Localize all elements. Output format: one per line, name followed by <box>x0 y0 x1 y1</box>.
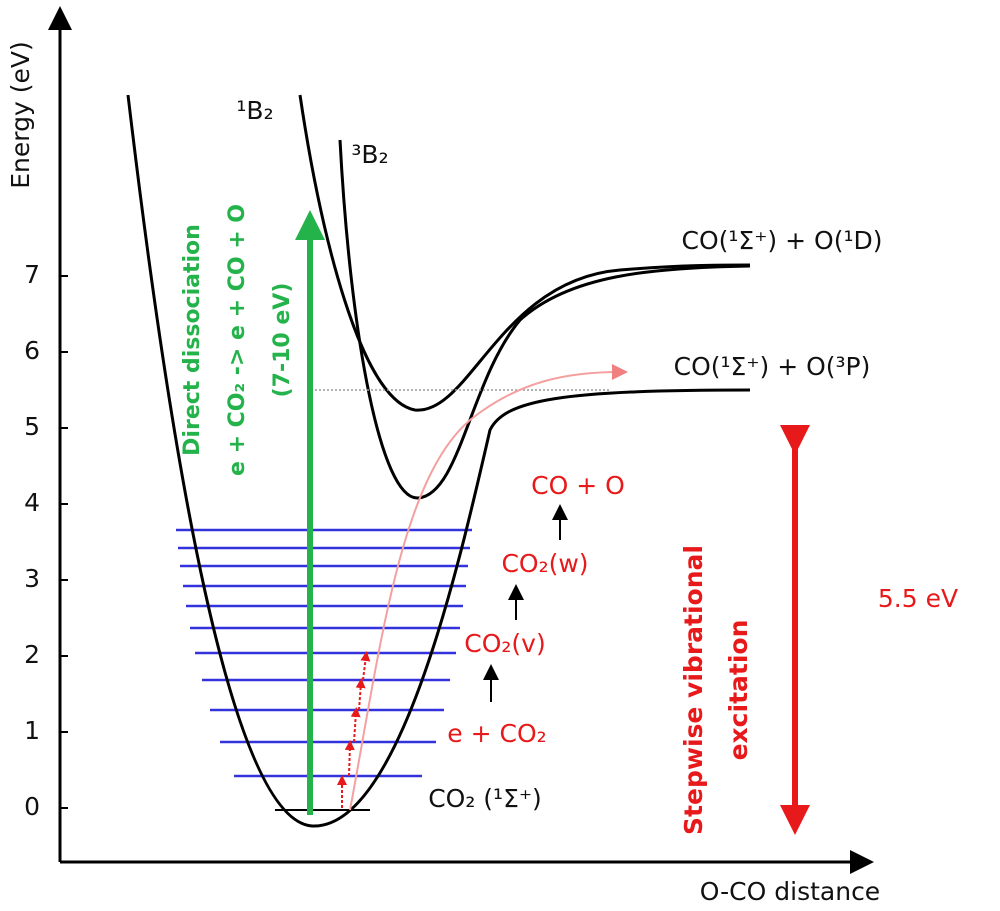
state-label: CO₂ (¹Σ⁺) <box>428 784 542 813</box>
state-label: ³B₂ <box>351 140 388 169</box>
asymptote-label: CO(¹Σ⁺) + O(¹D) <box>682 226 883 255</box>
y-axis-label: Energy (eV) <box>6 41 35 188</box>
stepwise-label: Stepwise vibrational <box>679 545 708 835</box>
direct-label: e + CO₂ -> e + CO + O <box>225 204 250 476</box>
y-tick-label: 7 <box>24 260 40 289</box>
direct-label: (7-10 eV) <box>270 283 295 398</box>
stepwise-path <box>349 364 628 811</box>
stepwise-label: excitation <box>724 620 753 761</box>
step-label: CO₂(w) <box>501 549 588 578</box>
y-tick-label: 2 <box>24 640 40 669</box>
state-label: ¹B₂ <box>236 96 273 125</box>
direct-label: Direct dissociation <box>180 224 205 456</box>
y-tick-label: 3 <box>24 564 40 593</box>
step-label: CO + O <box>531 471 625 500</box>
x-axis-label: O-CO distance <box>700 877 880 906</box>
ground-curve <box>126 94 751 828</box>
y-tick-label: 5 <box>24 412 40 441</box>
triplet-curve <box>338 139 751 500</box>
y-tick-label: 6 <box>24 336 40 365</box>
step-label: e + CO₂ <box>447 719 546 748</box>
y-tick-label: 4 <box>24 488 40 517</box>
step-label: CO₂(v) <box>464 629 545 658</box>
sequence-arrows <box>483 504 568 702</box>
y-tick-label: 0 <box>24 792 40 821</box>
asymptote-label: CO(¹Σ⁺) + O(³P) <box>674 352 871 381</box>
step-arrows <box>337 651 371 808</box>
vibrational-levels <box>176 528 472 778</box>
singlet-curve <box>298 94 751 412</box>
y-tick-label: 1 <box>24 716 40 745</box>
energy-label: 5.5 eV <box>878 584 958 613</box>
